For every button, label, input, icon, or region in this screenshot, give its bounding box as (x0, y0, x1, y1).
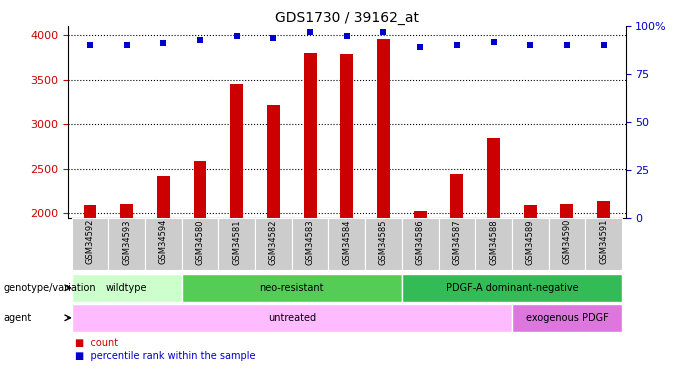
Point (488, 39, 499, 45)
Bar (328, 217, 365, 270)
Text: GSM34592: GSM34592 (86, 219, 95, 264)
Point (562, 42, 573, 48)
Bar (71, 274, 182, 302)
Text: GSM34593: GSM34593 (122, 219, 131, 265)
Point (341, 33, 352, 39)
Point (268, 35, 279, 41)
Bar (120, 204, 133, 218)
Text: GSM34580: GSM34580 (196, 219, 205, 265)
Bar (145, 217, 182, 270)
Bar (377, 39, 390, 218)
Bar (341, 54, 353, 217)
Point (121, 42, 132, 48)
Bar (475, 217, 512, 270)
Text: GSM34594: GSM34594 (159, 219, 168, 264)
Bar (255, 217, 292, 270)
Bar (267, 105, 280, 218)
Bar (71, 217, 108, 270)
Point (84, 42, 95, 48)
Bar (231, 84, 243, 218)
Point (598, 42, 609, 48)
Bar (560, 204, 573, 218)
Bar (402, 217, 439, 270)
Text: untreated: untreated (268, 313, 316, 323)
Text: GSM34585: GSM34585 (379, 219, 388, 265)
Point (452, 42, 462, 48)
Bar (402, 274, 622, 302)
Point (158, 40, 169, 46)
Text: ■  count: ■ count (75, 338, 118, 348)
Bar (71, 304, 512, 332)
Text: GSM34584: GSM34584 (342, 219, 352, 265)
Point (378, 29, 389, 35)
Point (305, 29, 316, 35)
Text: wildtype: wildtype (106, 283, 148, 293)
Text: GSM34582: GSM34582 (269, 219, 278, 265)
Bar (512, 217, 549, 270)
Text: GSM34587: GSM34587 (452, 219, 461, 265)
Bar (304, 53, 316, 217)
Bar (157, 176, 170, 218)
Text: GSM34581: GSM34581 (233, 219, 241, 265)
Bar (512, 304, 622, 332)
Bar (292, 217, 328, 270)
Bar (365, 217, 402, 270)
Bar (182, 217, 218, 270)
Text: GSM34589: GSM34589 (526, 219, 534, 265)
Bar (487, 138, 500, 218)
Text: genotype/variation: genotype/variation (3, 283, 96, 293)
Bar (585, 217, 622, 270)
Point (525, 42, 536, 48)
Point (194, 37, 205, 43)
Text: GSM34591: GSM34591 (599, 219, 608, 264)
Bar (194, 162, 207, 218)
Text: GSM34586: GSM34586 (415, 219, 425, 265)
Bar (439, 217, 475, 270)
Bar (549, 217, 585, 270)
Text: PDGF-A dominant-negative: PDGF-A dominant-negative (445, 283, 578, 293)
Bar (524, 206, 537, 218)
Bar (84, 205, 97, 218)
Point (231, 33, 242, 39)
Bar (413, 211, 426, 217)
Text: GSM34583: GSM34583 (305, 219, 315, 265)
Bar (108, 217, 145, 270)
Text: GSM34588: GSM34588 (489, 219, 498, 265)
Text: GSM34590: GSM34590 (562, 219, 571, 264)
Text: ■  percentile rank within the sample: ■ percentile rank within the sample (75, 351, 255, 361)
Point (415, 44, 426, 50)
Text: agent: agent (3, 313, 32, 323)
Text: exogenous PDGF: exogenous PDGF (526, 313, 609, 323)
Bar (597, 201, 610, 217)
Bar (182, 274, 402, 302)
Bar (450, 174, 463, 217)
Title: GDS1730 / 39162_at: GDS1730 / 39162_at (275, 11, 419, 25)
Bar (218, 217, 255, 270)
Text: neo-resistant: neo-resistant (260, 283, 324, 293)
